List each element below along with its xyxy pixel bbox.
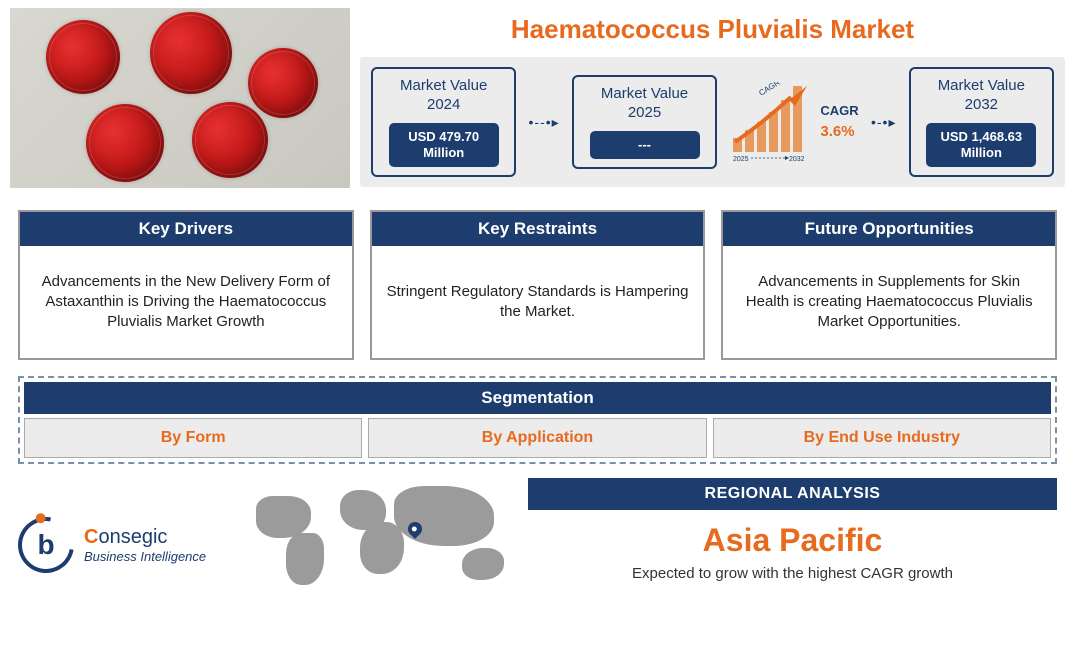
market-value-label: Market Value2024 [379, 77, 508, 115]
region-name: Asia Pacific [528, 522, 1057, 559]
svg-text:2025: 2025 [733, 156, 749, 162]
market-value-card: Market Value2025 --- [572, 75, 717, 169]
cagr-chart-icon: CAGR 2025 2032 [729, 82, 814, 162]
algae-cell [46, 20, 120, 94]
segmentation-item: By Form [24, 418, 362, 458]
driver-head: Key Restraints [372, 212, 704, 246]
driver-body: Advancements in the New Delivery Form of… [20, 246, 352, 358]
driver-head: Future Opportunities [723, 212, 1055, 246]
market-value-label: Market Value2032 [917, 77, 1046, 115]
market-value-amount: --- [590, 131, 700, 159]
segmentation-item: By Application [368, 418, 706, 458]
driver-card: Key DriversAdvancements in the New Deliv… [18, 210, 354, 360]
world-map [248, 478, 518, 598]
segmentation-head: Segmentation [24, 382, 1051, 414]
arrow-icon: •-•▸ [871, 114, 897, 131]
brand-logo: b Consegic Business Intelligence [18, 478, 238, 598]
segmentation-item: By End Use Industry [713, 418, 1051, 458]
region-sub: Expected to grow with the highest CAGR g… [528, 565, 1057, 582]
algae-cell [86, 104, 164, 182]
cagr-label: CAGR [820, 103, 858, 118]
segmentation-panel: Segmentation By FormBy ApplicationBy End… [18, 376, 1057, 464]
regional-analysis: REGIONAL ANALYSIS Asia Pacific Expected … [528, 478, 1057, 598]
logo-subtitle: Business Intelligence [84, 549, 206, 564]
algae-cell [150, 12, 232, 94]
driver-card: Key RestraintsStringent Regulatory Stand… [370, 210, 706, 360]
market-value-amount: USD 479.70 Million [389, 123, 499, 168]
driver-card: Future OpportunitiesAdvancements in Supp… [721, 210, 1057, 360]
svg-text:2032: 2032 [789, 156, 805, 162]
market-value-label: Market Value2025 [580, 85, 709, 123]
svg-text:CAGR: CAGR [758, 82, 783, 98]
logo-mark: b [7, 506, 85, 584]
market-value-card: Market Value2024 USD 479.70 Million [371, 67, 516, 177]
cagr-value: 3.6% [820, 123, 854, 140]
region-head: REGIONAL ANALYSIS [528, 478, 1057, 510]
driver-head: Key Drivers [20, 212, 352, 246]
page-title: Haematococcus Pluvialis Market [360, 14, 1065, 45]
driver-body: Stringent Regulatory Standards is Hamper… [372, 246, 704, 358]
algae-cell [192, 102, 268, 178]
market-value-card: Market Value2032 USD 1,468.63 Million [909, 67, 1054, 177]
arrow-icon: •--•▸ [529, 114, 560, 131]
market-value-amount: USD 1,468.63 Million [926, 123, 1036, 168]
cagr-block: CAGR 2025 2032 CAGR 3.6% [729, 82, 858, 162]
hero-image [10, 8, 350, 188]
driver-body: Advancements in Supplements for Skin Hea… [723, 246, 1055, 358]
algae-cell [248, 48, 318, 118]
market-value-row: Market Value2024 USD 479.70 Million •--•▸ M… [360, 57, 1065, 187]
